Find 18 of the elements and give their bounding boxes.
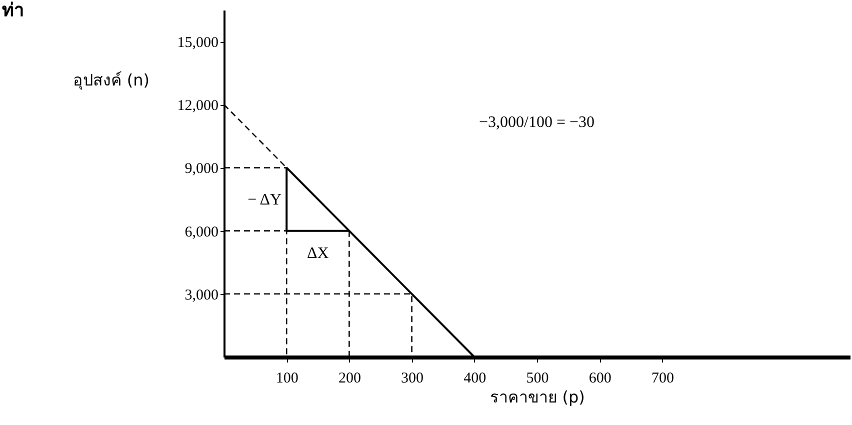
y-tick-label: 9,000 xyxy=(184,161,218,178)
x-tick-label: 300 xyxy=(401,370,424,386)
y-tick-label: 15,000 xyxy=(177,35,218,52)
y-tick-label: 12,000 xyxy=(177,98,218,114)
x-tick-label: 500 xyxy=(526,370,549,386)
y-tick-label: 3,000 xyxy=(184,287,218,304)
annotation: −3,000/100 = −30 xyxy=(479,114,595,131)
annotation: − ΔY xyxy=(248,191,282,208)
annotation: ΔX xyxy=(306,244,330,262)
x-tick-label: 600 xyxy=(588,370,612,386)
y-axis-title: อุปสงค์ (n) xyxy=(72,70,150,90)
y-tick-label: 6,000 xyxy=(184,224,218,240)
x-tick-label: 100 xyxy=(276,370,298,386)
x-tick-label: 700 xyxy=(651,370,674,386)
x-tick-label: 200 xyxy=(338,370,361,386)
x-axis-title: ราคาขาย (p) xyxy=(490,388,585,406)
x-tick-label: 400 xyxy=(464,370,486,386)
text: ท่า xyxy=(2,0,24,21)
